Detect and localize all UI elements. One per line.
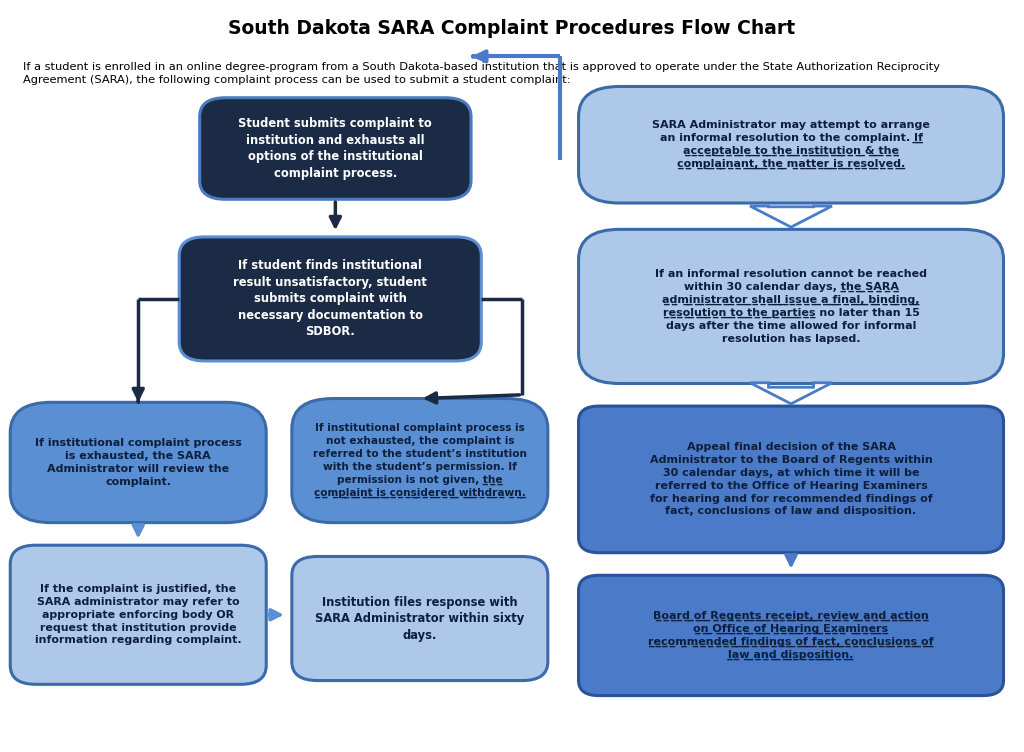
Text: Appeal final decision of the SARA
Administrator to the Board of Regents within
3: Appeal final decision of the SARA Admini… bbox=[649, 442, 933, 517]
Text: If an informal resolution cannot be reached
within 30 calendar days, t̲h̲e̲ ̲S̲A: If an informal resolution cannot be reac… bbox=[655, 269, 927, 344]
FancyBboxPatch shape bbox=[579, 406, 1004, 553]
Text: If student finds institutional
result unsatisfactory, student
submits complaint : If student finds institutional result un… bbox=[233, 259, 427, 338]
Polygon shape bbox=[750, 206, 831, 227]
FancyBboxPatch shape bbox=[10, 545, 266, 684]
Text: B̲o̲a̲r̲d̲ ̲o̲f̲ ̲R̲e̲g̲e̲n̲t̲s̲ ̲r̲e̲c̲e̲i̲p̲t̲,̲ ̲r̲e̲v̲i̲e̲w̲ ̲a̲n̲d̲ ̲a̲c̲t̲: B̲o̲a̲r̲d̲ ̲o̲f̲ ̲R̲e̲g̲e̲n̲t̲s̲ ̲r̲e̲c̲… bbox=[648, 611, 934, 660]
Text: South Dakota SARA Complaint Procedures Flow Chart: South Dakota SARA Complaint Procedures F… bbox=[228, 19, 796, 38]
Text: If institutional complaint process is
not exhausted, the complaint is
referred t: If institutional complaint process is no… bbox=[313, 423, 526, 498]
Text: SARA Administrator may attempt to arrange
an informal resolution to the complain: SARA Administrator may attempt to arrang… bbox=[652, 120, 930, 169]
FancyBboxPatch shape bbox=[10, 402, 266, 523]
Text: If institutional complaint process
is exhausted, the SARA
Administrator will rev: If institutional complaint process is ex… bbox=[35, 438, 242, 487]
FancyBboxPatch shape bbox=[579, 575, 1004, 696]
Text: If a student is enrolled in an online degree-program from a South Dakota-based i: If a student is enrolled in an online de… bbox=[23, 62, 940, 85]
FancyBboxPatch shape bbox=[292, 556, 548, 681]
Text: If the complaint is justified, the
SARA administrator may refer to
appropriate e: If the complaint is justified, the SARA … bbox=[35, 584, 242, 645]
FancyBboxPatch shape bbox=[179, 237, 481, 361]
Polygon shape bbox=[750, 383, 831, 404]
FancyBboxPatch shape bbox=[579, 86, 1004, 203]
Text: Institution files response with
SARA Administrator within sixty
days.: Institution files response with SARA Adm… bbox=[315, 596, 524, 641]
FancyBboxPatch shape bbox=[292, 399, 548, 523]
FancyBboxPatch shape bbox=[579, 229, 1004, 384]
FancyBboxPatch shape bbox=[200, 98, 471, 199]
Text: Student submits complaint to
institution and exhausts all
options of the institu: Student submits complaint to institution… bbox=[239, 117, 432, 180]
